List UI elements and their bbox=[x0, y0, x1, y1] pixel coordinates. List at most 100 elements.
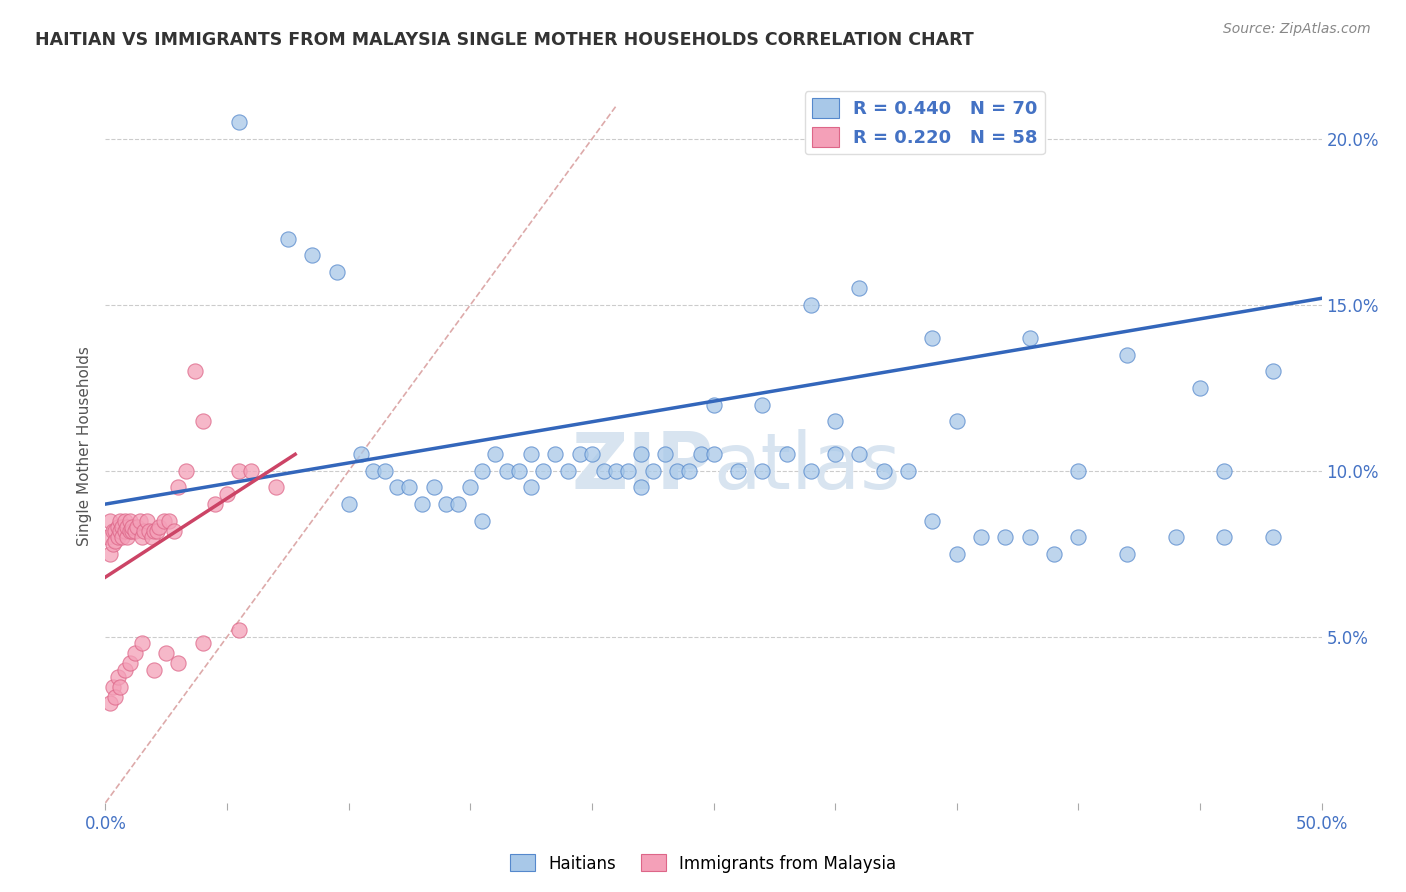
Point bbox=[1067, 530, 1090, 544]
Point bbox=[107, 670, 129, 684]
Point bbox=[98, 547, 121, 561]
Point bbox=[217, 487, 239, 501]
Point bbox=[605, 464, 627, 478]
Point bbox=[751, 464, 773, 478]
Point bbox=[111, 520, 134, 534]
Point bbox=[897, 464, 920, 478]
Point bbox=[97, 530, 120, 544]
Text: Source: ZipAtlas.com: Source: ZipAtlas.com bbox=[1223, 22, 1371, 37]
Point bbox=[921, 331, 943, 345]
Point bbox=[101, 524, 124, 538]
Point bbox=[104, 533, 127, 548]
Point bbox=[98, 514, 121, 528]
Point bbox=[143, 524, 166, 538]
Point bbox=[873, 464, 896, 478]
Text: atlas: atlas bbox=[713, 429, 901, 506]
Point bbox=[520, 481, 543, 495]
Legend: Haitians, Immigrants from Malaysia: Haitians, Immigrants from Malaysia bbox=[503, 847, 903, 880]
Point bbox=[1213, 530, 1236, 544]
Point bbox=[117, 520, 139, 534]
Point bbox=[148, 520, 170, 534]
Point bbox=[114, 663, 136, 677]
Point bbox=[124, 524, 146, 538]
Point bbox=[471, 464, 494, 478]
Point bbox=[775, 447, 797, 461]
Point bbox=[423, 481, 446, 495]
Point bbox=[162, 524, 184, 538]
Point bbox=[1018, 331, 1040, 345]
Point bbox=[157, 514, 180, 528]
Point bbox=[945, 547, 967, 561]
Point bbox=[114, 524, 136, 538]
Point bbox=[350, 447, 373, 461]
Point bbox=[666, 464, 689, 478]
Point bbox=[135, 514, 157, 528]
Point bbox=[1213, 464, 1236, 478]
Point bbox=[1164, 530, 1187, 544]
Point bbox=[108, 680, 131, 694]
Point bbox=[1018, 530, 1040, 544]
Point bbox=[751, 397, 773, 411]
Point bbox=[447, 497, 470, 511]
Point bbox=[191, 414, 214, 428]
Point bbox=[138, 524, 160, 538]
Point bbox=[121, 520, 143, 534]
Point bbox=[141, 530, 163, 544]
Point bbox=[654, 447, 676, 461]
Point bbox=[544, 447, 567, 461]
Point bbox=[690, 447, 713, 461]
Point bbox=[1261, 364, 1284, 378]
Point bbox=[104, 524, 127, 538]
Point bbox=[1116, 348, 1139, 362]
Point bbox=[204, 497, 226, 511]
Point bbox=[617, 464, 640, 478]
Point bbox=[484, 447, 506, 461]
Point bbox=[994, 530, 1017, 544]
Point bbox=[117, 530, 139, 544]
Point bbox=[118, 524, 141, 538]
Point bbox=[134, 524, 156, 538]
Point bbox=[824, 447, 846, 461]
Point bbox=[118, 657, 141, 671]
Point bbox=[800, 298, 823, 312]
Point bbox=[361, 464, 384, 478]
Point bbox=[125, 520, 148, 534]
Point bbox=[167, 657, 190, 671]
Point bbox=[107, 530, 129, 544]
Point bbox=[921, 514, 943, 528]
Point bbox=[114, 514, 136, 528]
Legend: R = 0.440   N = 70, R = 0.220   N = 58: R = 0.440 N = 70, R = 0.220 N = 58 bbox=[804, 91, 1045, 154]
Point bbox=[301, 248, 323, 262]
Point bbox=[240, 464, 263, 478]
Point bbox=[848, 447, 870, 461]
Text: HAITIAN VS IMMIGRANTS FROM MALAYSIA SINGLE MOTHER HOUSEHOLDS CORRELATION CHART: HAITIAN VS IMMIGRANTS FROM MALAYSIA SING… bbox=[35, 31, 974, 49]
Point bbox=[1261, 530, 1284, 544]
Point bbox=[531, 464, 554, 478]
Point bbox=[520, 447, 543, 461]
Point bbox=[593, 464, 616, 478]
Point bbox=[1067, 464, 1090, 478]
Point bbox=[471, 514, 494, 528]
Point bbox=[678, 464, 700, 478]
Point bbox=[128, 514, 150, 528]
Point bbox=[228, 464, 250, 478]
Point bbox=[101, 537, 124, 551]
Text: ZIP: ZIP bbox=[571, 429, 713, 506]
Point bbox=[374, 464, 396, 478]
Y-axis label: Single Mother Households: Single Mother Households bbox=[77, 346, 93, 546]
Point bbox=[104, 690, 127, 704]
Point bbox=[945, 414, 967, 428]
Point bbox=[184, 364, 207, 378]
Point bbox=[727, 464, 749, 478]
Point bbox=[191, 636, 214, 650]
Point bbox=[108, 524, 131, 538]
Point bbox=[337, 497, 360, 511]
Point bbox=[145, 524, 167, 538]
Point bbox=[630, 481, 652, 495]
Point bbox=[277, 231, 299, 245]
Point bbox=[98, 696, 121, 710]
Point bbox=[325, 265, 347, 279]
Point bbox=[131, 530, 153, 544]
Point bbox=[568, 447, 591, 461]
Point bbox=[581, 447, 603, 461]
